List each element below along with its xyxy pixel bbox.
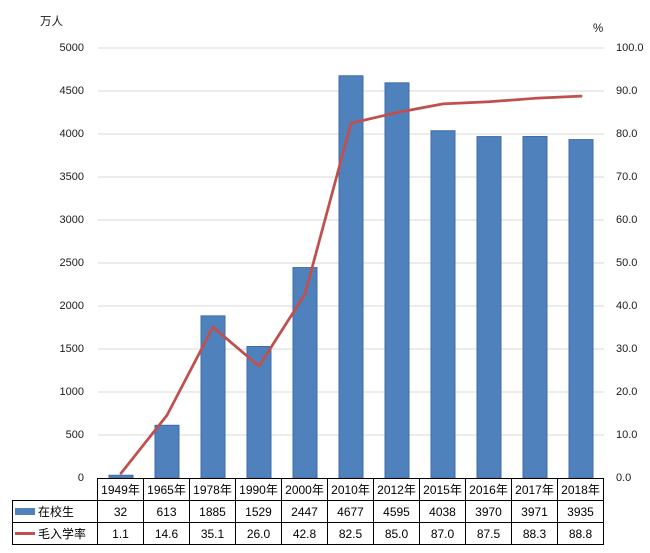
right-axis-tick-70.0: 70.0 [616,171,638,183]
right-axis-tick-60.0: 60.0 [616,214,638,226]
value-cell-在校生-1949年: 32 [97,500,144,523]
category-header-2012年: 2012年 [373,478,420,501]
right-axis-title: % [593,23,604,35]
trend-line-毛入学率 [119,94,583,475]
right-axis-tick-10.0: 10.0 [616,429,638,441]
right-axis-tick-30.0: 30.0 [616,343,638,355]
left-axis-tick-0: 0 [77,472,84,484]
left-axis-tick-5000: 5000 [59,42,84,54]
table-row-在校生: 在校生 32 613 1885 1529 2447 4677 4595 4038 3970 3971… [12,500,604,523]
value-cell-在校生-2017年: 3971 [511,500,558,523]
right-axis-tick-80.0: 80.0 [616,128,638,140]
chart-data-table: 1949年 1965年 1978年 1990年 2000年 2010年 2012年 2015年… [12,478,604,545]
left-axis-tick-500: 500 [65,429,84,441]
left-axis-tick-1500: 1500 [59,343,84,355]
table-row-毛入学率: 毛入学率 1.1 14.6 35.1 26.0 42.8 82.5 85.0 87.0 87.5 8… [12,522,604,545]
value-cell-毛入学率-2000年: 42.8 [281,522,328,545]
bar-2000年 [292,267,318,479]
value-cell-在校生-2018年: 3935 [557,500,604,523]
value-cell-在校生-2012年: 4595 [373,500,420,523]
bar-2010年 [338,75,364,479]
right-axis-tick-100.0: 100.0 [616,42,644,54]
value-cell-毛入学率-2016年: 87.5 [465,522,512,545]
value-cell-在校生-1978年: 1885 [189,500,236,523]
value-cell-毛入学率-2010年: 82.5 [327,522,374,545]
left-axis-tick-2500: 2500 [59,257,84,269]
legend-bar-swatch-icon [15,508,35,515]
bar-1965年 [154,424,180,479]
bar-2012年 [384,82,410,479]
category-header-2016年: 2016年 [465,478,512,501]
value-cell-毛入学率-2015年: 87.0 [419,522,466,545]
series-label: 毛入学率 [38,527,87,541]
bar-2016年 [476,136,502,479]
bar-2015年 [430,130,456,479]
category-header-2018年: 2018年 [557,478,604,501]
left-axis-tick-4000: 4000 [59,128,84,140]
category-header-1990年: 1990年 [235,478,282,501]
left-axis-tick-3000: 3000 [59,214,84,226]
category-header-1965年: 1965年 [143,478,190,501]
value-cell-在校生-2016年: 3970 [465,500,512,523]
legend-line-swatch-icon [15,532,35,535]
left-axis-title: 万人 [40,16,63,28]
category-header-1978年: 1978年 [189,478,236,501]
value-cell-毛入学率-2018年: 88.8 [557,522,604,545]
table-corner-cell [13,479,98,501]
bar-1949年 [108,474,134,479]
value-cell-毛入学率-1949年: 1.1 [97,522,144,545]
series-label: 在校生 [38,505,75,519]
series-header-毛入学率: 毛入学率 [12,522,98,545]
left-axis-tick-1000: 1000 [59,386,84,398]
right-axis-tick-20.0: 20.0 [616,386,638,398]
value-cell-毛入学率-1990年: 26.0 [235,522,282,545]
category-header-1949年: 1949年 [97,478,144,501]
value-cell-在校生-2010年: 4677 [327,500,374,523]
right-axis-tick-50.0: 50.0 [616,257,638,269]
right-axis-tick-40.0: 40.0 [616,300,638,312]
value-cell-毛入学率-1965年: 14.6 [143,522,190,545]
category-header-2017年: 2017年 [511,478,558,501]
value-cell-在校生-2000年: 2447 [281,500,328,523]
series-header-在校生: 在校生 [12,500,98,523]
value-cell-毛入学率-1978年: 35.1 [189,522,236,545]
category-header-2010年: 2010年 [327,478,374,501]
category-header-2015年: 2015年 [419,478,466,501]
bar-2018年 [568,139,594,479]
category-header-2000年: 2000年 [281,478,328,501]
left-axis-tick-3500: 3500 [59,171,84,183]
left-axis-tick-4500: 4500 [59,85,84,97]
bar-1990年 [246,346,272,479]
right-axis-tick-0.0: 0.0 [616,472,632,484]
value-cell-在校生-1965年: 613 [143,500,190,523]
right-axis-tick-90.0: 90.0 [616,85,638,97]
bar-2017年 [522,135,548,479]
value-cell-毛入学率-2012年: 85.0 [373,522,420,545]
value-cell-毛入学率-2017年: 88.3 [511,522,558,545]
left-axis-tick-2000: 2000 [59,300,84,312]
value-cell-在校生-1990年: 1529 [235,500,282,523]
value-cell-在校生-2015年: 4038 [419,500,466,523]
